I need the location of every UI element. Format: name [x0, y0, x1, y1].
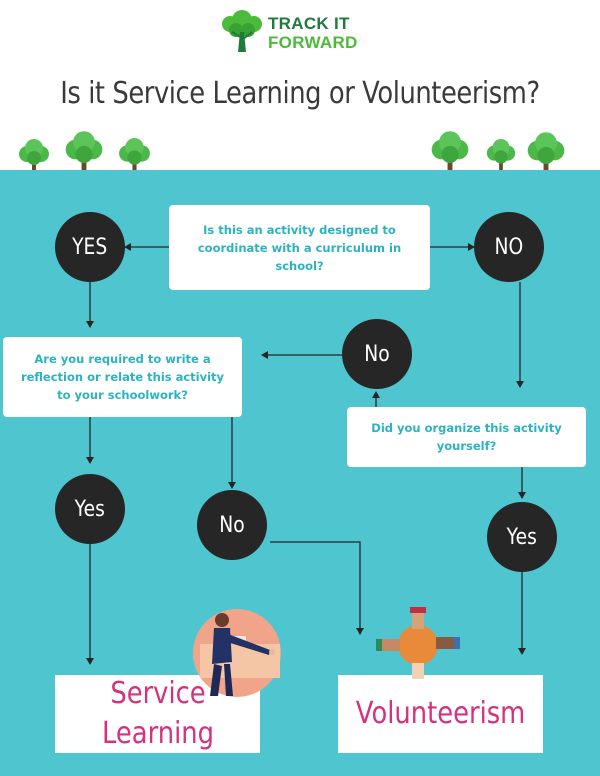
question-reflection: Are you required to write a reflection o…	[3, 337, 242, 417]
presenter-illustration	[193, 609, 281, 697]
header: TRACK IT FORWARD Is it Service Learning …	[0, 0, 600, 173]
logo-line-1: TRACK IT	[268, 14, 350, 33]
outcome-label: Service Learning	[101, 676, 214, 751]
hands-together-illustration	[376, 607, 460, 685]
page-title: Is it Service Learning or Volunteerism?	[60, 76, 540, 111]
logo: TRACK IT FORWARD	[220, 10, 380, 56]
logo-line-2: FORWARD	[268, 33, 358, 52]
outcome-volunteerism: Volunteerism	[338, 675, 543, 753]
answer-label: No	[364, 341, 390, 367]
answer-label: NO	[494, 234, 524, 260]
tree-icon	[119, 138, 150, 172]
answer-yes-top: YES	[55, 212, 125, 282]
tree-logo-icon	[222, 10, 262, 52]
answer-label: Yes	[74, 496, 106, 522]
answer-no-middle: No	[342, 319, 412, 389]
answer-yes-right: Yes	[487, 502, 557, 572]
answer-yes-left: Yes	[55, 474, 125, 544]
tree-icon	[431, 131, 469, 172]
question-curriculum: Is this an activity designed to coordina…	[169, 205, 430, 290]
answer-label: YES	[72, 234, 108, 260]
answer-label: Yes	[506, 524, 538, 550]
tree-icon	[19, 139, 49, 172]
question-organize: Did you organize this activity yourself?	[347, 407, 586, 467]
tree-icon	[486, 138, 516, 171]
answer-label: No	[219, 512, 245, 538]
outcome-label: Volunteerism	[355, 696, 526, 731]
tree-icon	[65, 131, 103, 172]
answer-no-top: NO	[474, 212, 544, 282]
tree-icon	[527, 132, 565, 173]
answer-no-left: No	[197, 490, 267, 560]
logo-text: TRACK IT FORWARD	[268, 14, 358, 52]
